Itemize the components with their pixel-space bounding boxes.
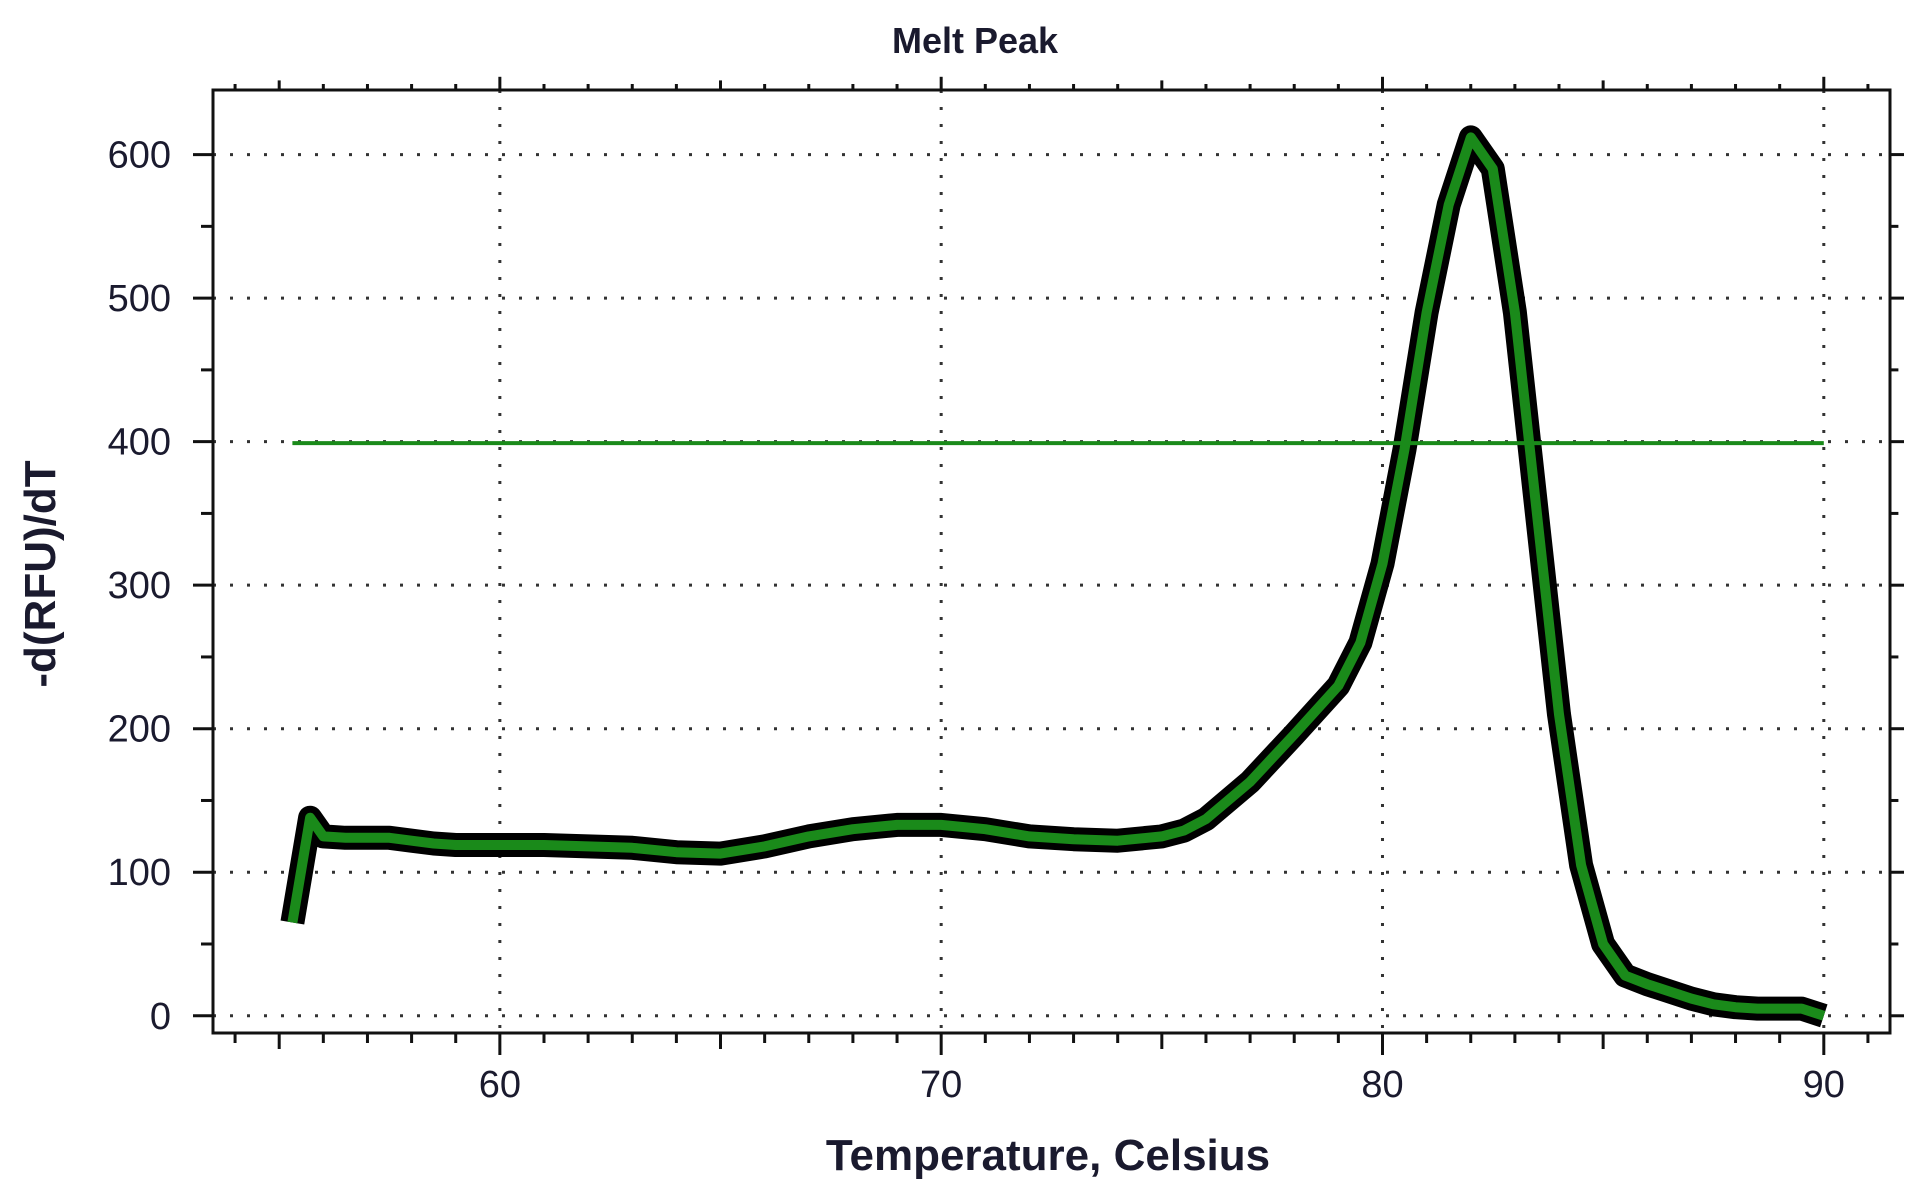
y-tick-label-200: 200 — [108, 709, 171, 751]
axis-ticks — [193, 76, 1904, 1055]
plot-frame — [211, 88, 1892, 1035]
y-tick-label-0: 0 — [150, 996, 171, 1038]
x-tick-label-60: 60 — [479, 1064, 521, 1106]
x-axis-label: Temperature, Celsius — [826, 1131, 1270, 1180]
x-tick-label-80: 80 — [1361, 1064, 1403, 1106]
y-tick-label-300: 300 — [108, 565, 171, 607]
series-layer — [280, 125, 1828, 1028]
y-tick-label-600: 600 — [108, 135, 171, 177]
melt-curve-line — [287, 132, 1826, 1021]
x-tick-label-90: 90 — [1803, 1064, 1845, 1106]
x-tick-label-70: 70 — [920, 1064, 962, 1106]
y-tick-label-500: 500 — [108, 278, 171, 320]
y-axis-tick-labels: 0 100 200 300 400 500 600 — [108, 135, 171, 1038]
y-tick-label-400: 400 — [108, 422, 171, 464]
x-axis-tick-labels: 60 70 80 90 — [479, 1064, 1845, 1106]
y-axis-label: -d(RFU)/dT — [16, 460, 65, 687]
grid-lines — [213, 90, 1890, 1033]
melt-curve-outline — [280, 125, 1828, 1028]
y-tick-label-100: 100 — [108, 852, 171, 894]
chart-title: Melt Peak — [892, 20, 1059, 61]
